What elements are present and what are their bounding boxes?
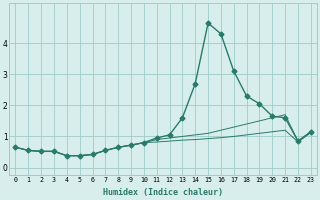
X-axis label: Humidex (Indice chaleur): Humidex (Indice chaleur)	[103, 188, 223, 197]
